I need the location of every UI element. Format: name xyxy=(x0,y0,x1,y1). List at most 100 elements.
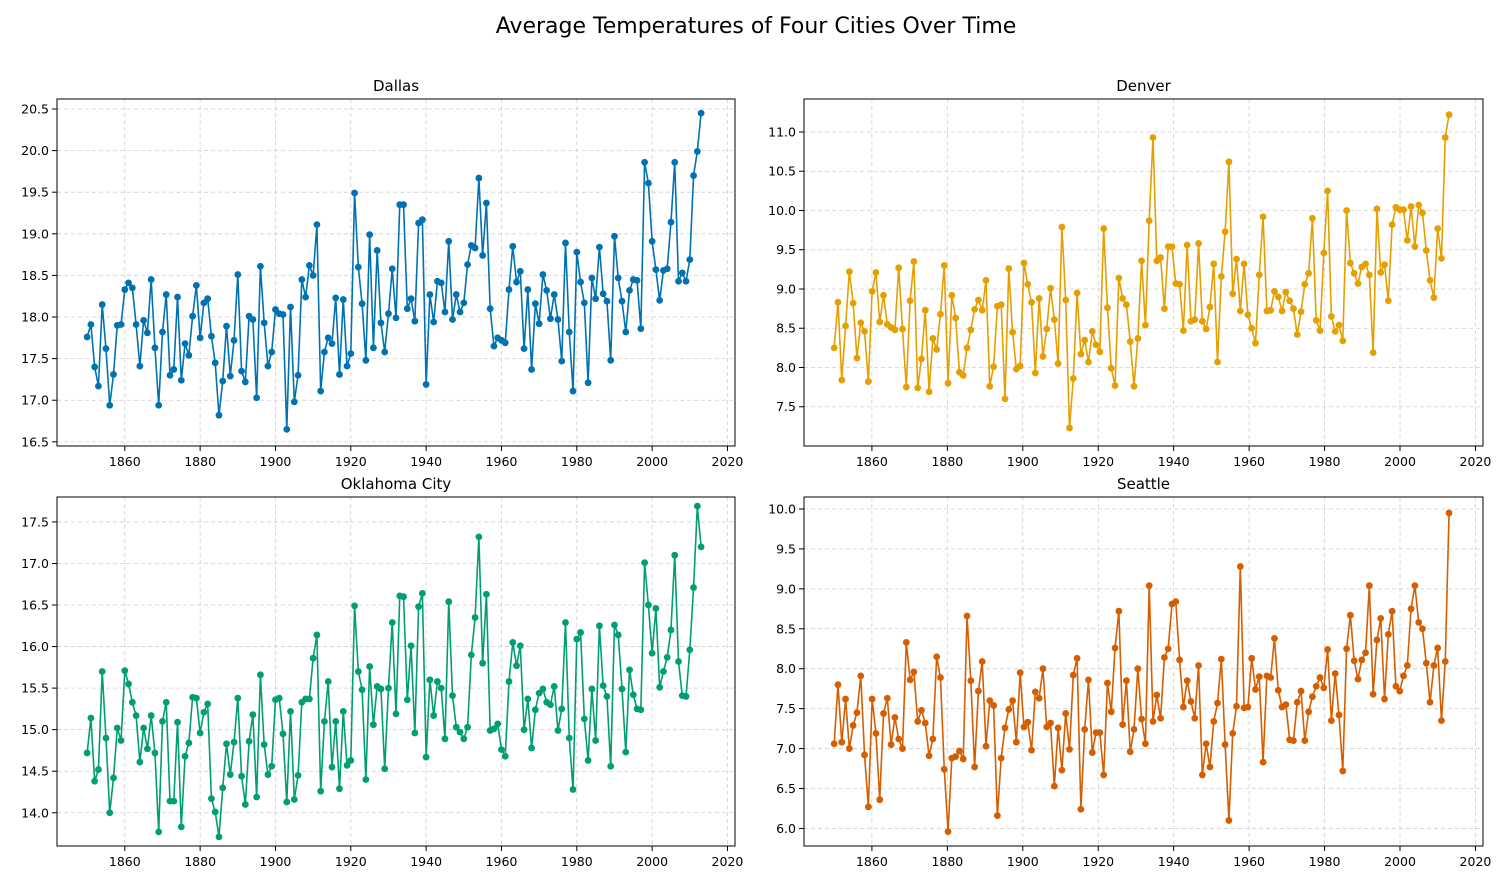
y-tick-label: 7.5 xyxy=(776,701,796,716)
data-point xyxy=(181,752,189,760)
x-tick-label: 1900 xyxy=(260,854,292,869)
data-point xyxy=(547,315,554,323)
data-point xyxy=(910,668,918,676)
data-point xyxy=(343,762,351,769)
data-point xyxy=(226,771,234,778)
data-point xyxy=(967,326,975,334)
axes-frame xyxy=(56,98,736,447)
data-point xyxy=(637,325,645,333)
data-point xyxy=(1346,611,1354,619)
data-point xyxy=(392,314,400,322)
data-point xyxy=(1107,364,1115,372)
data-point xyxy=(982,276,990,284)
panel-title: Dallas xyxy=(373,77,419,95)
x-tick-label: 1880 xyxy=(931,454,963,469)
data-point xyxy=(1339,767,1347,775)
data-point xyxy=(520,726,528,734)
data-point xyxy=(562,619,569,626)
data-point xyxy=(1354,280,1362,287)
data-point xyxy=(174,718,181,726)
data-point xyxy=(1012,738,1020,746)
data-point xyxy=(234,694,242,702)
data-point xyxy=(1119,295,1127,302)
data-point xyxy=(1362,649,1369,657)
data-point xyxy=(1335,321,1343,329)
data-point xyxy=(1335,711,1343,719)
data-point xyxy=(400,593,407,601)
data-point xyxy=(1422,659,1430,667)
data-point xyxy=(324,334,332,342)
data-point xyxy=(986,382,994,390)
data-point xyxy=(362,356,370,364)
data-point xyxy=(1286,297,1294,305)
data-point xyxy=(690,172,697,179)
data-point xyxy=(1236,307,1244,315)
x-tick-label: 1900 xyxy=(1007,854,1039,869)
data-point xyxy=(467,651,475,659)
data-point xyxy=(853,709,861,717)
data-point xyxy=(952,753,960,760)
data-point xyxy=(944,379,952,387)
data-point xyxy=(614,274,622,282)
data-point xyxy=(1331,327,1339,335)
x-tick-label: 1980 xyxy=(1309,454,1341,469)
data-point xyxy=(1267,674,1275,681)
x-tick-label: 2000 xyxy=(636,454,668,469)
data-point xyxy=(1271,287,1278,295)
data-point xyxy=(1217,655,1225,663)
data-point xyxy=(845,268,853,276)
data-point xyxy=(140,724,148,732)
data-point xyxy=(577,629,584,636)
data-point xyxy=(464,723,471,731)
y-tick-label: 19.0 xyxy=(21,226,49,241)
data-point xyxy=(1009,697,1016,705)
data-point xyxy=(328,763,336,771)
data-point xyxy=(652,266,660,273)
data-point xyxy=(596,622,603,630)
data-point xyxy=(1062,710,1070,717)
data-point xyxy=(520,345,528,353)
data-point xyxy=(460,735,468,743)
data-point xyxy=(102,345,110,353)
data-point xyxy=(125,279,132,287)
data-point xyxy=(294,771,302,779)
data-point xyxy=(1426,698,1434,706)
data-point xyxy=(1210,260,1218,268)
x-tick-label: 1940 xyxy=(410,454,442,469)
data-point xyxy=(891,714,899,721)
data-point xyxy=(185,351,193,359)
data-point xyxy=(1085,676,1092,684)
data-point xyxy=(204,295,212,303)
data-point xyxy=(144,329,151,337)
data-point xyxy=(328,340,336,348)
data-point xyxy=(887,741,895,748)
data-point xyxy=(1134,335,1142,342)
data-point xyxy=(83,749,91,757)
data-point xyxy=(1400,206,1407,214)
data-point xyxy=(204,700,212,708)
x-tick-label: 1920 xyxy=(1082,454,1114,469)
data-point xyxy=(1142,321,1149,329)
data-point xyxy=(558,357,566,365)
data-point xyxy=(1043,325,1051,333)
data-point xyxy=(1388,607,1396,615)
data-point xyxy=(971,306,979,313)
y-tick-label: 17.0 xyxy=(21,556,49,571)
axes-frame xyxy=(803,496,1484,847)
data-point xyxy=(524,695,532,703)
data-point xyxy=(618,685,626,693)
data-point xyxy=(1297,687,1305,695)
y-tick-label: 10.0 xyxy=(768,501,796,516)
data-point xyxy=(1050,782,1058,790)
data-point xyxy=(1100,225,1108,232)
data-point xyxy=(1293,698,1301,706)
data-point xyxy=(245,737,253,745)
data-point xyxy=(1350,657,1358,665)
y-tick-label: 15.0 xyxy=(21,722,49,737)
data-point xyxy=(483,590,490,598)
data-point xyxy=(1373,636,1381,644)
data-point xyxy=(407,642,415,650)
data-point xyxy=(479,252,487,259)
data-point xyxy=(347,350,355,358)
data-point xyxy=(1214,358,1221,366)
